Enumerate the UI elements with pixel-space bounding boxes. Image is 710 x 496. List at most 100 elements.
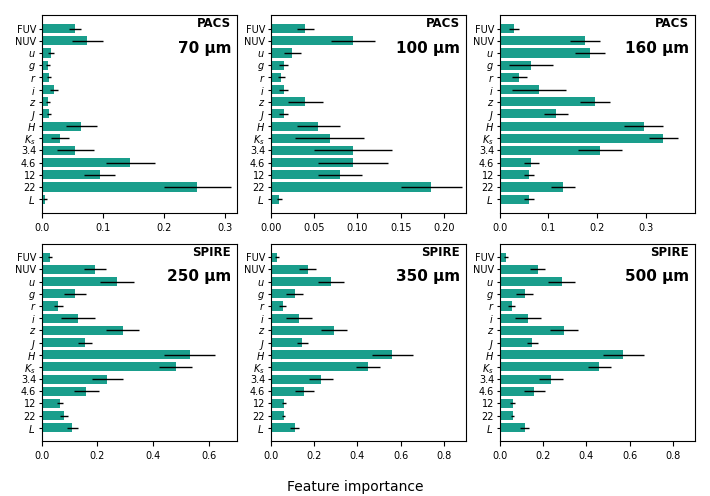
Bar xyxy=(42,374,107,384)
Bar xyxy=(42,134,60,143)
Bar xyxy=(500,302,512,310)
Bar xyxy=(271,170,340,180)
Bar xyxy=(42,61,48,70)
Bar xyxy=(271,183,431,191)
Bar xyxy=(500,36,585,45)
Bar xyxy=(500,350,623,359)
Bar xyxy=(42,399,60,408)
Bar xyxy=(42,326,123,335)
Bar xyxy=(500,170,529,180)
Bar xyxy=(271,24,305,33)
Bar xyxy=(42,109,49,119)
Bar xyxy=(271,146,353,155)
Bar xyxy=(271,61,284,70)
Bar xyxy=(271,252,277,262)
Bar xyxy=(500,411,513,420)
Bar xyxy=(500,313,528,323)
Bar xyxy=(500,146,600,155)
Bar xyxy=(42,73,49,82)
Bar xyxy=(500,97,595,106)
Bar xyxy=(42,252,50,262)
Bar xyxy=(271,326,334,335)
Bar xyxy=(500,289,525,298)
Text: SPIRE: SPIRE xyxy=(422,246,460,258)
Bar xyxy=(500,374,551,384)
Bar xyxy=(42,387,87,396)
Bar xyxy=(271,194,279,204)
Bar xyxy=(42,423,72,433)
Bar xyxy=(500,122,644,130)
Bar xyxy=(500,24,514,33)
Bar xyxy=(42,24,75,33)
Bar xyxy=(42,97,48,106)
Bar xyxy=(271,97,305,106)
Bar xyxy=(271,109,284,119)
Bar xyxy=(271,277,332,286)
Bar xyxy=(271,350,392,359)
Bar xyxy=(42,289,75,298)
Bar xyxy=(42,122,82,130)
Bar xyxy=(271,363,368,372)
Bar xyxy=(500,338,532,347)
Bar xyxy=(271,411,284,420)
Bar xyxy=(500,73,519,82)
Bar xyxy=(42,313,78,323)
Bar xyxy=(42,183,197,191)
Bar xyxy=(42,194,45,204)
Bar xyxy=(500,387,535,396)
Bar xyxy=(271,399,284,408)
Bar xyxy=(500,49,590,58)
Bar xyxy=(500,265,537,274)
Bar xyxy=(42,338,85,347)
Bar xyxy=(500,252,506,262)
Text: PACS: PACS xyxy=(197,17,231,30)
Text: 100 μm: 100 μm xyxy=(396,41,460,56)
Bar xyxy=(500,85,539,94)
Bar xyxy=(500,363,599,372)
Bar xyxy=(42,302,58,310)
Bar xyxy=(42,158,130,167)
Bar xyxy=(271,158,353,167)
Bar xyxy=(500,61,531,70)
Bar xyxy=(42,265,94,274)
Bar xyxy=(500,109,556,119)
Bar xyxy=(42,363,175,372)
Bar xyxy=(271,302,283,310)
Text: 500 μm: 500 μm xyxy=(625,269,689,284)
Bar xyxy=(271,122,318,130)
Bar xyxy=(271,265,307,274)
Bar xyxy=(271,134,329,143)
Bar xyxy=(500,134,663,143)
Bar xyxy=(271,85,284,94)
Bar xyxy=(271,36,353,45)
Bar xyxy=(500,277,562,286)
Bar xyxy=(271,49,293,58)
Bar xyxy=(42,350,190,359)
Bar xyxy=(42,277,117,286)
Text: PACS: PACS xyxy=(426,17,460,30)
Text: PACS: PACS xyxy=(655,17,689,30)
Bar xyxy=(42,85,54,94)
Text: 350 μm: 350 μm xyxy=(396,269,460,284)
Bar xyxy=(271,289,295,298)
Bar xyxy=(500,158,531,167)
Text: 160 μm: 160 μm xyxy=(625,41,689,56)
Bar xyxy=(500,423,525,433)
Bar xyxy=(42,36,87,45)
Bar xyxy=(42,411,64,420)
Bar xyxy=(500,194,529,204)
Bar xyxy=(271,73,281,82)
Bar xyxy=(42,49,51,58)
Bar xyxy=(500,399,513,408)
Bar xyxy=(500,326,564,335)
Text: Feature importance: Feature importance xyxy=(287,480,423,494)
Bar xyxy=(42,146,75,155)
Bar xyxy=(271,374,321,384)
Bar xyxy=(271,313,299,323)
Bar xyxy=(42,170,99,180)
Bar xyxy=(271,338,302,347)
Text: SPIRE: SPIRE xyxy=(650,246,689,258)
Text: 250 μm: 250 μm xyxy=(167,269,231,284)
Bar xyxy=(271,387,305,396)
Text: 70 μm: 70 μm xyxy=(178,41,231,56)
